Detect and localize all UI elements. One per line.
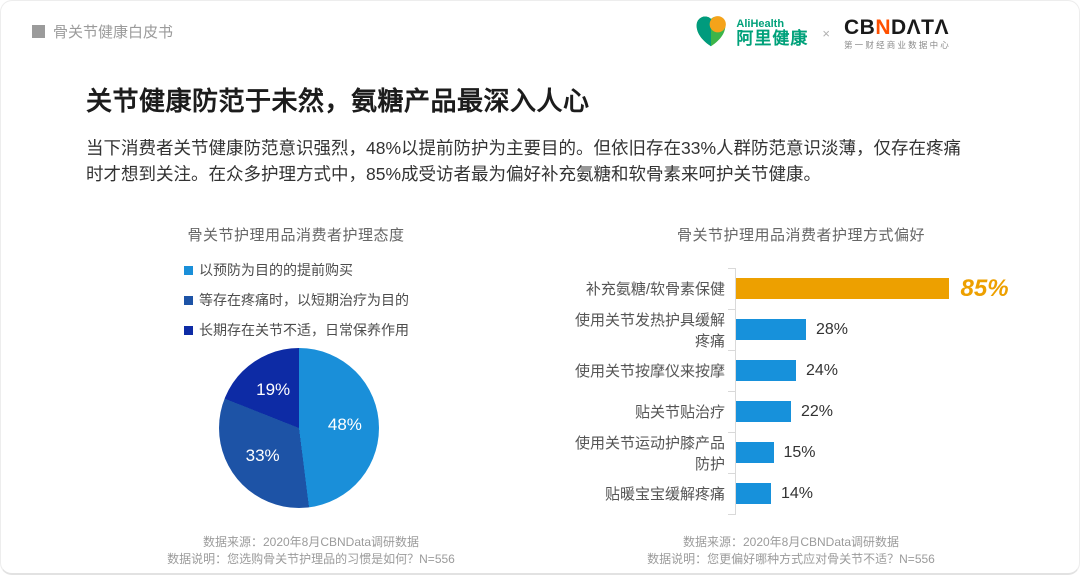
bar-track: 85% <box>736 275 1009 303</box>
bar <box>736 442 774 463</box>
bar-track: 24% <box>736 360 838 381</box>
pie-value-label: 48% <box>327 415 362 435</box>
brand-square-icon <box>32 25 45 38</box>
cbndata-cb: CB <box>843 16 876 40</box>
bar-value-label: 28% <box>816 320 849 338</box>
pie-value-label: 33% <box>245 446 280 466</box>
bar-footnote: 数据来源：2020年8月CBNData调研数据 数据说明：您更偏好哪种方式应对骨… <box>576 534 1006 568</box>
cbndata-wordmark: CBNDΛTΛ <box>844 17 949 38</box>
cbndata-logo: CBNDΛTΛ 第一财经商业数据中心 <box>844 17 951 50</box>
logo-group: AliHealth 阿里健康 × CBNDΛTΛ 第一财经商业数据中心 <box>693 13 951 54</box>
cbndata-subtitle: 第一财经商业数据中心 <box>843 40 951 51</box>
alihealth-logo: AliHealth 阿里健康 <box>693 13 808 54</box>
bar <box>736 483 771 504</box>
bar-note: 数据说明：您更偏好哪种方式应对骨关节不适？N=556 <box>647 552 935 566</box>
bar-source: 数据来源：2020年8月CBNData调研数据 <box>682 535 900 549</box>
bar-row: 使用关节运动护膝产品防护 15% <box>561 432 1041 473</box>
logo-separator: × <box>822 26 830 41</box>
summary-line-2: 时才想到关注。在众多护理方式中，85%成受访者最为偏好补充氨糖和软骨素来呵护关节… <box>86 164 822 184</box>
alihealth-en-label: AliHealth <box>736 17 785 30</box>
bar-value-label: 85% <box>960 274 1009 302</box>
legend-marker-icon <box>184 325 193 335</box>
bar-track: 15% <box>736 442 816 463</box>
legend-marker-icon <box>184 295 193 305</box>
bar-row: 贴暖宝宝缓解疼痛 14% <box>561 473 1041 514</box>
legend-marker-icon <box>184 265 193 275</box>
cbndata-data: DΛTΛ <box>891 16 950 40</box>
pie-value-label: 19% <box>256 379 291 399</box>
bar-chart: 补充氨糖/软骨素保健 85% 使用关节发热护具缓解疼痛 28% 使用关节按摩仪来按摩 24… <box>561 268 1041 514</box>
bar-row: 使用关节发热护具缓解疼痛 28% <box>561 309 1041 350</box>
bar-category-label: 使用关节按摩仪来按摩 <box>574 363 725 380</box>
bar <box>736 278 949 299</box>
bar-category-label: 使用关节发热护具缓解疼痛 <box>574 311 725 350</box>
summary-line-1: 当下消费者关节健康防范意识强烈，48%以提前防护为主要目的。但依旧存在33%人群… <box>86 138 962 158</box>
cbndata-n: N <box>875 16 891 40</box>
bar-value-label: 14% <box>781 484 814 502</box>
alihealth-wordmark: AliHealth 阿里健康 <box>736 17 809 49</box>
bar <box>736 360 796 381</box>
bar-category-label: 使用关节运动护膝产品防护 <box>574 434 725 473</box>
bar-track: 22% <box>736 401 833 422</box>
document-tag-label: 骨关节健康白皮书 <box>53 24 174 41</box>
bar <box>736 401 791 422</box>
bar-row: 补充氨糖/软骨素保健 85% <box>561 268 1041 309</box>
legend-label: 以预防为目的的提前购买 <box>199 262 353 278</box>
bar-track: 14% <box>736 483 813 504</box>
legend-item: 等存在疼痛时，以短期治疗为目的 <box>184 285 409 315</box>
summary-paragraph: 当下消费者关节健康防范意识强烈，48%以提前防护为主要目的。但依旧存在33%人群… <box>86 135 1036 187</box>
bar <box>736 319 806 340</box>
pie-source: 数据来源：2020年8月CBNData调研数据 <box>202 535 420 549</box>
legend-item: 以预防为目的的提前购买 <box>184 255 409 285</box>
pie-chart: 48% 33% 19% <box>219 348 379 508</box>
bar-track: 28% <box>736 319 848 340</box>
bar-category-label: 贴关节贴治疗 <box>634 404 725 421</box>
pie-chart-title: 骨关节护理用品消费者护理态度 <box>187 227 405 244</box>
bar-category-label: 补充氨糖/软骨素保健 <box>585 281 725 298</box>
bar-axis-line <box>728 268 736 515</box>
legend-item: 长期存在关节不适，日常保养作用 <box>184 315 409 345</box>
bar-value-label: 15% <box>783 443 816 461</box>
bar-row: 使用关节按摩仪来按摩 24% <box>561 350 1041 391</box>
bar-chart-title: 骨关节护理用品消费者护理方式偏好 <box>676 227 925 244</box>
page-title: 关节健康防范于未然，氨糖产品最深入人心 <box>86 86 590 116</box>
bar-category-label: 贴暖宝宝缓解疼痛 <box>604 486 725 503</box>
alihealth-cn-label: 阿里健康 <box>736 29 809 49</box>
legend-label: 长期存在关节不适，日常保养作用 <box>199 322 409 338</box>
pie-legend: 以预防为目的的提前购买等存在疼痛时，以短期治疗为目的 长期存在关节不适，日常保养作… <box>184 255 409 345</box>
alihealth-heart-icon <box>693 13 729 54</box>
pie-note: 数据说明：您选购骨关节护理品的习惯是如何？N=556 <box>167 552 455 566</box>
legend-label: 等存在疼痛时，以短期治疗为目的 <box>199 292 409 308</box>
bar-value-label: 22% <box>801 402 834 420</box>
pie-footnote: 数据来源：2020年8月CBNData调研数据 数据说明：您选购骨关节护理品的习… <box>91 534 531 568</box>
document-tag: 骨关节健康白皮书 <box>32 21 173 42</box>
bar-row: 贴关节贴治疗 22% <box>561 391 1041 432</box>
bar-value-label: 24% <box>806 361 839 379</box>
